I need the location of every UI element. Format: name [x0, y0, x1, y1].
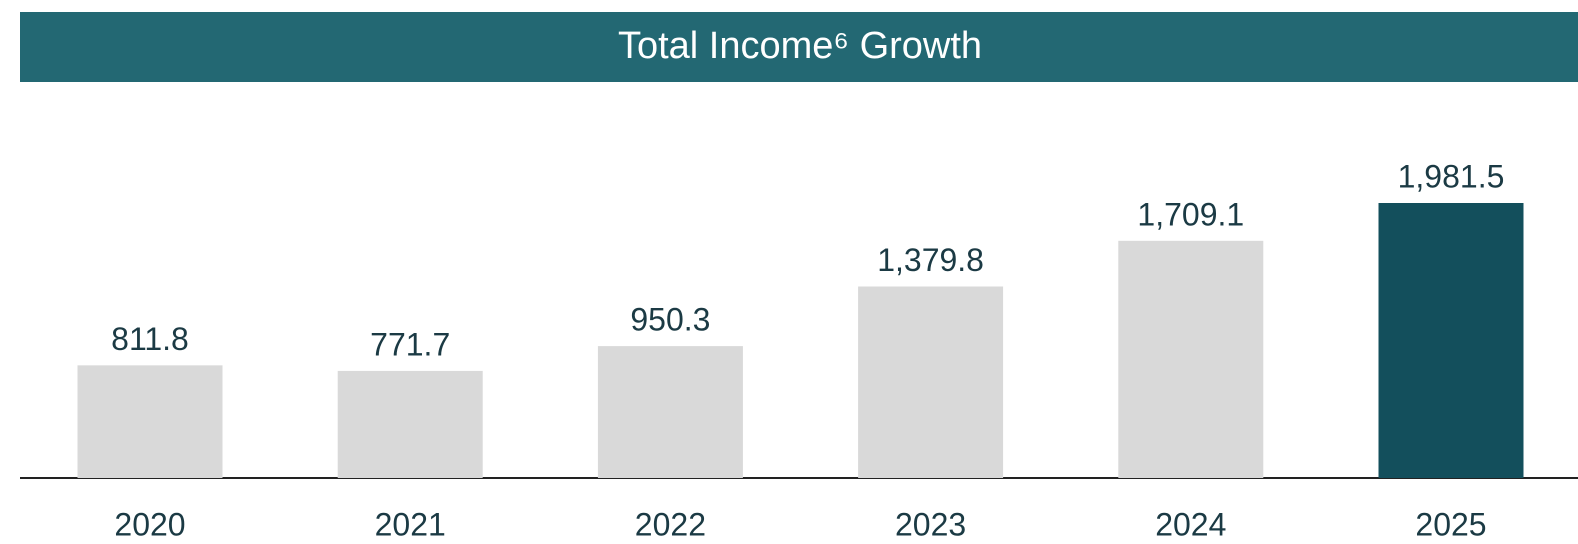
x-tick-label: 2025 [1415, 506, 1486, 542]
value-label: 811.8 [111, 321, 189, 357]
value-label: 950.3 [630, 302, 710, 338]
x-tick-label: 2022 [635, 506, 706, 542]
bar [1378, 203, 1524, 478]
value-label: 1,379.8 [877, 242, 984, 278]
bar [597, 346, 743, 478]
bar [858, 286, 1004, 478]
chart-title: Total Income⁶ Growth [618, 25, 982, 67]
x-tick-label: 2023 [895, 506, 966, 542]
title-band [20, 12, 1578, 82]
value-label: 1,981.5 [1398, 158, 1505, 194]
x-tick-label: 2024 [1155, 506, 1226, 542]
value-label: 1,709.1 [1137, 196, 1244, 232]
bar [1118, 240, 1264, 478]
value-label: 771.7 [370, 326, 450, 362]
bar [77, 365, 223, 478]
x-tick-label: 2020 [114, 506, 185, 542]
x-tick-label: 2021 [375, 506, 446, 542]
bar [337, 370, 483, 478]
